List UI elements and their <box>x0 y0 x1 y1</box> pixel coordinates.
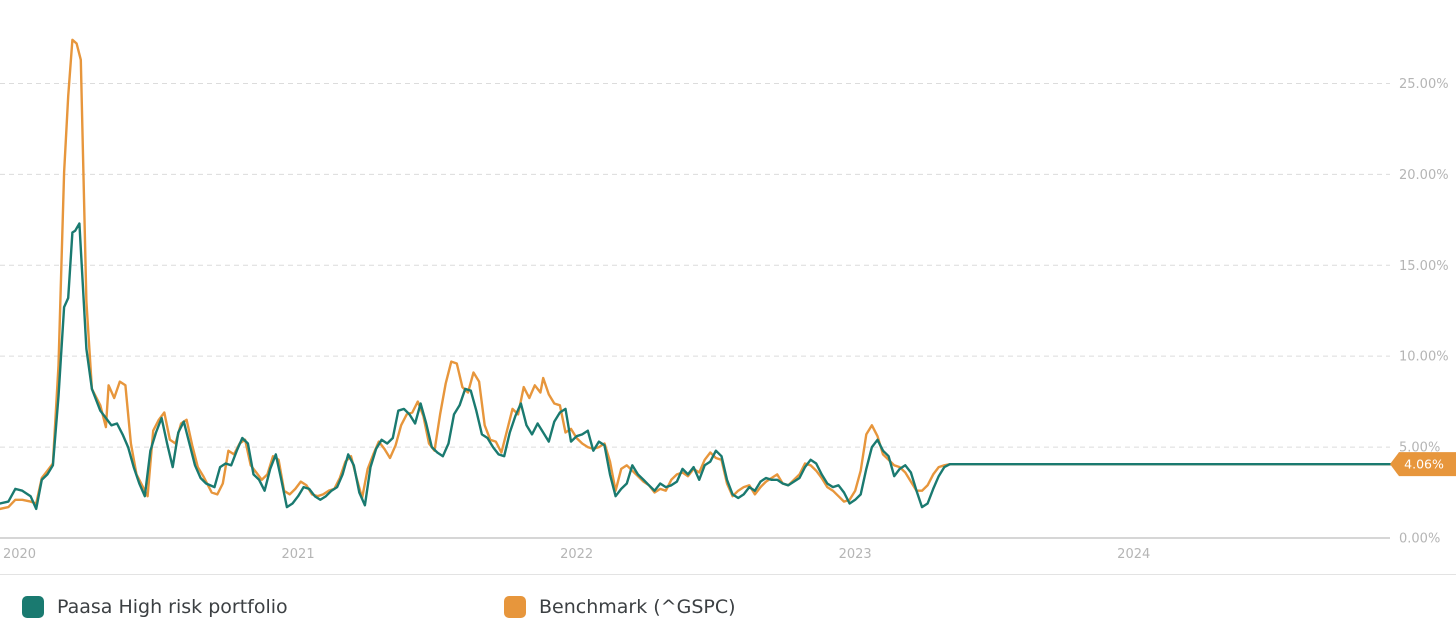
x-axis-tick-labels: 2020 2021 2022 2023 2024 <box>3 547 1150 562</box>
y-tick-label-4: 20.00% <box>1399 168 1449 183</box>
chart-legend: Paasa High risk portfolio Benchmark (^GS… <box>0 596 1456 630</box>
legend-item-benchmark[interactable]: Benchmark (^GSPC) <box>504 596 736 618</box>
y-axis-tick-labels: 0.00% 5.00% 10.00% 15.00% 20.00% 25.00% <box>1399 77 1449 547</box>
y-gridlines <box>0 82 1390 448</box>
y-tick-label-2: 10.00% <box>1399 350 1449 365</box>
legend-label-benchmark: Benchmark (^GSPC) <box>539 596 736 618</box>
legend-swatch-benchmark <box>504 596 526 618</box>
volatility-line-chart: 0.00%5.00%10.00%15.00%20.00%25.00% 2020 2… <box>0 38 1456 575</box>
x-tick-label-2: 2022 <box>560 547 593 562</box>
y-tick-label-0: 0.00% <box>1399 532 1440 547</box>
x-tick-label-1: 2021 <box>282 547 315 562</box>
end-badge-label: 4.06% <box>1404 457 1444 472</box>
series-lines <box>0 38 1456 511</box>
x-tick-label-0: 2020 <box>3 547 36 562</box>
legend-swatch-portfolio <box>22 596 44 618</box>
legend-label-portfolio: Paasa High risk portfolio <box>57 596 288 618</box>
x-tick-label-4: 2024 <box>1117 547 1150 562</box>
series-line-benchmark <box>0 38 952 511</box>
end-badge-shape <box>1390 452 1456 477</box>
y-tick-label-3: 15.00% <box>1399 259 1449 274</box>
y-tick-label-5: 25.00% <box>1399 77 1449 92</box>
series-line-portfolio <box>0 222 952 511</box>
y-tick-label-1: 5.00% <box>1399 441 1440 456</box>
legend-item-portfolio[interactable]: Paasa High risk portfolio <box>22 596 288 618</box>
end-value-badge: 4.06% <box>1390 452 1456 477</box>
x-tick-label-3: 2023 <box>839 547 872 562</box>
